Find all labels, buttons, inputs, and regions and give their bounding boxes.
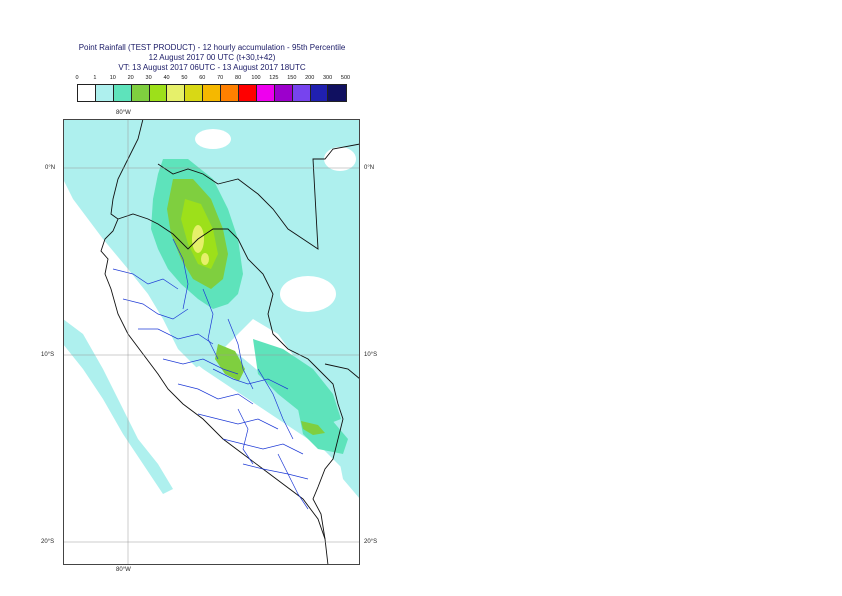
province-borders	[112, 238, 309, 510]
legend-threshold-label: 125	[269, 75, 279, 81]
legend-threshold-label: 150	[287, 75, 297, 81]
legend-swatch	[113, 85, 132, 101]
legend-swatch	[131, 85, 150, 101]
rain-area-20-30-se	[301, 421, 325, 435]
legend-swatch	[239, 85, 257, 101]
bolivia-east-border	[324, 363, 360, 380]
forecast-run-label: 12 August 2017 00 UTC (t+30,t+42)	[148, 53, 276, 62]
legend-threshold-label: 0	[75, 75, 79, 81]
peru-bolivia-border	[312, 438, 339, 540]
legend-threshold-label: 70	[217, 75, 224, 81]
map-title: Point Rainfall (TEST PRODUCT) - 12 hourl…	[78, 43, 346, 52]
legend-threshold-label: 50	[181, 75, 188, 81]
dry-coastal-area	[103, 239, 360, 565]
legend-swatch	[292, 85, 311, 101]
latitude-label-0-left: 0°N	[45, 165, 56, 171]
clear-patch-1	[280, 276, 336, 312]
clear-patch-3	[195, 129, 231, 149]
ecuador-colombia-border	[157, 163, 219, 185]
legend-threshold-label: 10	[109, 75, 116, 81]
legend-swatch	[167, 85, 186, 101]
rainfall-map-svg	[63, 119, 360, 565]
rain-area-1-10	[63, 119, 360, 499]
longitude-label-top: 80°W	[116, 110, 131, 116]
latitude-label-0-right: 0°N	[364, 165, 375, 171]
legend-swatch	[149, 85, 168, 101]
latitude-label-10s-right: 10°S	[364, 352, 378, 358]
legend-threshold-label: 40	[163, 75, 170, 81]
legend-threshold-label: 60	[199, 75, 206, 81]
legend-swatch	[221, 85, 240, 101]
validity-time-label: VT: 13 August 2017 06UTC - 13 August 201…	[118, 63, 306, 72]
rainfall-map	[63, 119, 360, 565]
legend-threshold-label: 300	[323, 75, 333, 81]
rain-area-20-30-south	[215, 344, 245, 381]
rain-area-10-20-south	[253, 339, 341, 424]
legend-swatch	[78, 85, 96, 101]
legend-swatch	[328, 85, 347, 101]
legend-threshold-label: 30	[145, 75, 152, 81]
legend-swatch	[95, 85, 114, 101]
latitude-label-10s-left: 10°S	[41, 352, 55, 358]
rain-streaks-ocean	[63, 319, 173, 494]
legend-threshold-labels: 0 1 10 20 30 40 50 60 70 80 100 125 150 200 300 500	[75, 75, 357, 83]
legend-color-boxes	[77, 84, 348, 102]
latitude-label-20s-right: 20°S	[364, 539, 378, 545]
legend-swatch	[310, 85, 329, 101]
country-borders	[100, 119, 360, 565]
rain-area-1-10-south	[163, 319, 353, 479]
legend-threshold-label: 100	[251, 75, 261, 81]
legend-threshold-label: 20	[127, 75, 134, 81]
map-frame	[63, 119, 360, 565]
clear-patch-2	[324, 147, 356, 171]
colombia-east-border	[217, 143, 360, 250]
latitude-label-20s-left: 20°S	[41, 539, 55, 545]
legend-swatch	[256, 85, 275, 101]
longitude-label-bottom: 80°W	[116, 567, 131, 573]
legend-threshold-label: 200	[305, 75, 315, 81]
ecuador-peru-border	[117, 213, 239, 250]
peru-brazil-border	[237, 238, 344, 440]
graticule	[63, 119, 360, 565]
legend-threshold-label: 80	[235, 75, 242, 81]
legend-threshold-label: 500	[340, 75, 351, 81]
coastline	[100, 119, 329, 565]
legend-swatch	[203, 85, 222, 101]
legend-threshold-label: 1	[93, 75, 97, 81]
legend-swatch	[274, 85, 293, 101]
legend-swatch	[185, 85, 204, 101]
rain-area-40-50-b	[201, 253, 209, 265]
